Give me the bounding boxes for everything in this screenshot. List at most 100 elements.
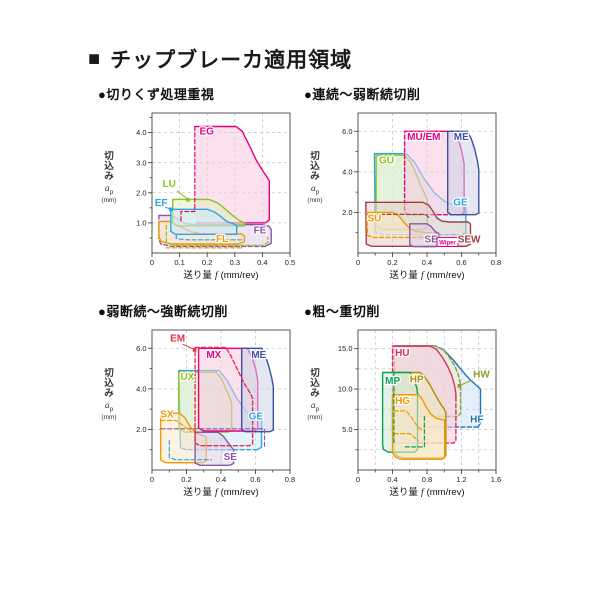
chart-title-light-heavy-interrupted: ●弱断続～強断続切削 [98, 304, 228, 319]
region-ef-fill [170, 209, 237, 235]
extra-dashed-boundary [393, 433, 419, 442]
y-axis-title-char: 切 [310, 367, 320, 379]
y-axis-title: 切込み ap (mm) [96, 320, 122, 470]
x-axis-title: 送り量 f (mm/rev) [183, 269, 258, 281]
label-marker [192, 348, 197, 352]
x-tick-label: 0.8 [491, 258, 501, 267]
x-tick-label: 0.6 [456, 258, 466, 267]
chart-svg-rough-heavy-cutting: 0 0.4 0.8 1.2 1.6 5.0 10.0 15.0 送り量 f (mm/rev) HU MP… [338, 329, 501, 498]
x-tick-label: 1.6 [491, 475, 501, 484]
square-bullet-icon: ■ [88, 48, 102, 70]
chart-body-chip-control: 切込み ap (mm) 0 0.1 0.2 0.3 0.4 0.5 1.0 2.0 3.0 4.0 送り量… [96, 103, 302, 289]
label-leader [459, 379, 473, 386]
y-tick-label: 4.0 [136, 128, 146, 137]
chart-cell-continuous-light-interrupted: ●連続～弱断続切削切込み ap (mm) 0 0.2 0.4 0.6 0.8 2.0 4.0 6.0… [302, 84, 508, 289]
y-axis-title-char: 込 [104, 377, 114, 389]
y-tick-label: 2.0 [136, 425, 146, 434]
region-label-eg: EG [199, 127, 214, 138]
y-axis-title-char: 込 [310, 160, 320, 172]
x-tick-label: 0.4 [422, 258, 432, 267]
x-axis-title: 送り量 f (mm/rev) [389, 269, 464, 281]
x-tick-label: 0.2 [181, 475, 191, 484]
x-tick-label: 0.8 [422, 475, 432, 484]
y-axis-symbol: ap [310, 401, 320, 414]
x-axis-title: 送り量 f (mm/rev) [389, 486, 464, 498]
y-axis-title-char: み [104, 171, 114, 183]
y-axis-unit: (mm) [307, 197, 323, 205]
x-tick-label: 0.2 [202, 258, 212, 267]
chart-title-rough-heavy-cutting: ●粗～重切削 [304, 304, 380, 319]
y-axis-title: 切込み ap (mm) [302, 320, 328, 470]
region-em-border [194, 346, 254, 447]
region-label-em: EM [170, 333, 185, 344]
region-label-sew: SEW [458, 234, 481, 245]
region-label-ef: EF [155, 198, 168, 209]
x-tick-label: 1.2 [456, 475, 466, 484]
region-label-mu-em: MU/EM [407, 132, 440, 143]
x-tick-label: 0 [150, 258, 154, 267]
y-axis-title-char: 込 [310, 377, 320, 389]
region-label-se: SE [224, 452, 238, 463]
region-me-border [241, 347, 274, 433]
extra-dashed-boundary [168, 440, 213, 461]
region-label-lu: LU [162, 179, 175, 190]
x-tick-label: 0.8 [285, 475, 295, 484]
region-label-hp: HP [410, 375, 424, 386]
plot-border [151, 112, 291, 254]
y-axis-title-char: み [310, 388, 320, 400]
y-axis-symbol: ap [310, 184, 320, 197]
page-title-text: チップブレーカ適用領域 [110, 49, 353, 72]
y-tick-label: 10.0 [338, 385, 353, 394]
region-eg-fill [194, 126, 270, 223]
region-hu-border [391, 345, 457, 398]
wiper-badge [436, 236, 459, 247]
y-tick-label: 15.0 [338, 344, 353, 353]
chart-cell-chip-control: ●切りくず処理重視切込み ap (mm) 0 0.1 0.2 0.3 0.4 0.5 1.0 2.0… [96, 84, 302, 289]
chart-cell-light-heavy-interrupted: ●弱断続～強断続切削切込み ap (mm) 0 0.2 0.4 0.6 0.8 2.0 4.0 6.… [96, 301, 302, 506]
y-tick-label: 4.0 [342, 167, 352, 176]
y-axis-title-char: 込 [104, 160, 114, 172]
label-leader [176, 190, 188, 200]
x-tick-label: 0.1 [174, 258, 184, 267]
y-tick-label: 3.0 [136, 158, 146, 167]
x-tick-label: 0.3 [230, 258, 240, 267]
y-axis-title-char: 切 [310, 150, 320, 162]
chart-svg-chip-control: 0 0.1 0.2 0.3 0.4 0.5 1.0 2.0 3.0 4.0 送り量 f (mm/rev)… [136, 112, 295, 281]
extra-dashed-boundary [165, 224, 269, 246]
charts-grid: ●切りくず処理重視切込み ap (mm) 0 0.1 0.2 0.3 0.4 0.5 1.0 2.0… [96, 84, 508, 506]
region-label-sx: SX [160, 410, 174, 421]
page-title: ■ チップブレーカ適用領域 [88, 44, 352, 74]
y-axis-symbol: ap [104, 184, 114, 197]
wiper-badge-label: Wiper [439, 241, 456, 247]
region-label-ge: GE [453, 197, 468, 208]
region-sew-border [365, 201, 472, 247]
y-tick-label: 6.0 [136, 344, 146, 353]
x-tick-label: 0 [356, 475, 360, 484]
extra-dashed-boundary [402, 416, 425, 448]
y-tick-label: 5.0 [342, 425, 352, 434]
x-tick-label: 0.4 [257, 258, 267, 267]
region-se-fill [409, 223, 439, 247]
y-axis-title: 切込み ap (mm) [302, 103, 328, 253]
x-tick-label: 0.2 [387, 258, 397, 267]
y-tick-label: 6.0 [342, 127, 352, 136]
y-axis-title: 切込み ap (mm) [96, 103, 122, 253]
region-label-fl: FL [216, 234, 228, 245]
x-tick-label: 0 [150, 475, 154, 484]
region-label-gu: GU [379, 155, 394, 166]
chart-body-rough-heavy-cutting: 切込み ap (mm) 0 0.4 0.8 1.2 1.6 5.0 10.0 15.0 送り量 f (mm… [302, 320, 508, 506]
chart-title-continuous-light-interrupted: ●連続～弱断続切削 [304, 87, 421, 102]
extra-dashed-boundary [175, 234, 244, 241]
y-axis-unit: (mm) [101, 197, 117, 205]
x-tick-label: 0.4 [387, 475, 397, 484]
x-axis-title: 送り量 f (mm/rev) [183, 486, 258, 498]
region-label-ux: UX [180, 372, 194, 383]
region-me-fill [241, 348, 274, 432]
region-label-hf: HF [470, 414, 483, 425]
extra-dashed-boundary [160, 419, 192, 433]
extra-dashed-boundary [366, 213, 430, 219]
extra-dashed-boundary [160, 428, 266, 447]
region-label-mx: MX [206, 350, 221, 361]
chart-body-continuous-light-interrupted: 切込み ap (mm) 0 0.2 0.4 0.6 0.8 2.0 4.0 6.0 送り量 f (mm/r… [302, 103, 508, 289]
y-axis-unit: (mm) [101, 414, 117, 422]
